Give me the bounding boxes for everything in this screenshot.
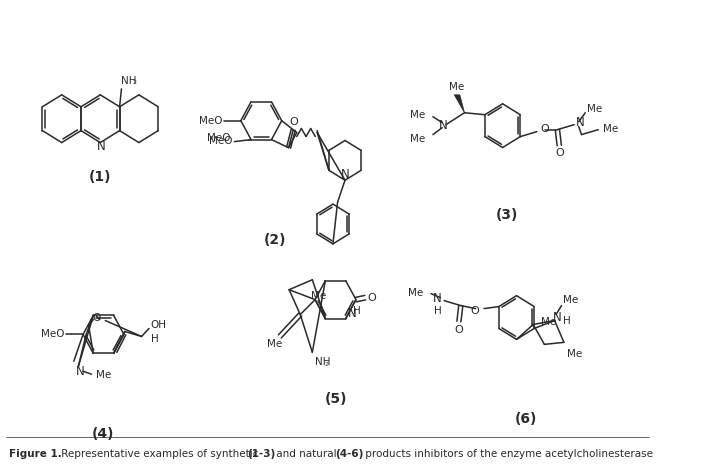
Text: N: N (97, 140, 105, 153)
Text: (1-3): (1-3) (247, 449, 275, 459)
Text: products inhibitors of the enzyme acetylcholinesterase: products inhibitors of the enzyme acetyl… (362, 449, 653, 459)
Text: OH: OH (151, 320, 167, 330)
Text: N: N (340, 168, 350, 181)
Text: Me: Me (564, 295, 578, 305)
Text: (1): (1) (89, 170, 112, 184)
Text: (5): (5) (324, 392, 347, 406)
Text: N: N (576, 116, 585, 129)
Polygon shape (454, 95, 465, 113)
Text: Representative examples of synthetic: Representative examples of synthetic (58, 449, 262, 459)
Text: MeO: MeO (199, 116, 223, 126)
Text: Me: Me (410, 133, 425, 144)
Text: Me: Me (449, 82, 465, 92)
Text: N: N (347, 307, 357, 320)
Text: $_2$: $_2$ (324, 360, 330, 369)
Text: (6): (6) (515, 412, 537, 426)
Text: N: N (76, 365, 85, 378)
Text: MeO: MeO (41, 329, 65, 340)
Text: (3): (3) (496, 208, 518, 222)
Text: Figure 1.: Figure 1. (9, 449, 62, 459)
Text: H: H (151, 334, 159, 344)
Text: Me: Me (96, 370, 112, 380)
Text: (4): (4) (92, 427, 114, 441)
Text: Me: Me (311, 291, 326, 301)
Text: $_2$: $_2$ (132, 79, 137, 88)
Text: Me: Me (541, 317, 556, 327)
Text: Me: Me (603, 123, 618, 134)
Text: NH: NH (121, 76, 137, 86)
Text: Me: Me (267, 339, 282, 350)
Text: O: O (470, 306, 479, 315)
Text: H: H (564, 315, 571, 325)
Text: Me: Me (410, 110, 425, 120)
Text: (2): (2) (264, 233, 286, 247)
Text: MeO: MeO (207, 132, 231, 143)
Text: H: H (434, 306, 442, 315)
Text: Me: Me (567, 349, 582, 359)
Text: O: O (93, 313, 101, 323)
Text: O: O (367, 293, 376, 303)
Text: MeO: MeO (209, 136, 232, 146)
Text: (4-6): (4-6) (335, 449, 364, 459)
Text: Me: Me (409, 288, 423, 298)
Text: NH: NH (315, 357, 331, 367)
Text: N: N (553, 311, 562, 324)
Text: O: O (290, 117, 298, 127)
Text: N: N (432, 292, 442, 305)
Text: H: H (353, 306, 361, 315)
Text: N: N (439, 119, 447, 132)
Text: and natural: and natural (273, 449, 340, 459)
Text: Me: Me (587, 104, 602, 114)
Text: O: O (455, 325, 463, 335)
Text: O: O (541, 123, 550, 134)
Text: O: O (556, 149, 564, 158)
